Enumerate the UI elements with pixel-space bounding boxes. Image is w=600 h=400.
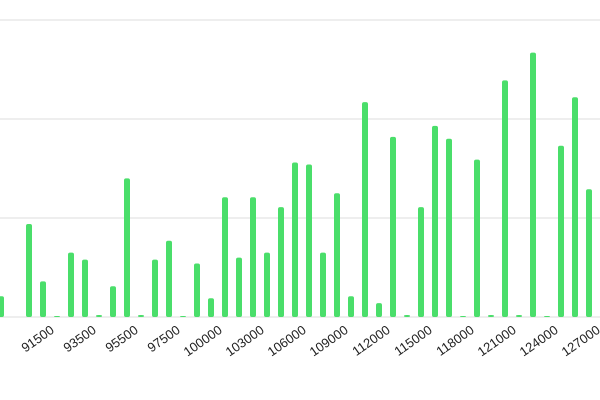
bar xyxy=(586,189,592,317)
bar xyxy=(236,257,242,317)
x-tick-label: 118000 xyxy=(433,322,476,359)
x-tick-label: 91500 xyxy=(18,322,56,355)
bar xyxy=(180,316,186,317)
bar xyxy=(222,197,228,317)
bar xyxy=(530,52,536,318)
bar xyxy=(292,162,298,317)
x-tick-label: 93500 xyxy=(60,322,98,355)
x-tick-label: 106000 xyxy=(265,322,309,359)
bar xyxy=(362,102,368,317)
bar xyxy=(446,138,452,317)
bar xyxy=(474,159,480,317)
bar xyxy=(68,252,74,317)
bar xyxy=(194,263,200,317)
bar xyxy=(54,316,60,317)
bar xyxy=(558,145,564,317)
bar xyxy=(376,303,382,317)
x-tick-label: 115000 xyxy=(391,322,434,359)
bar xyxy=(0,296,4,317)
bar xyxy=(432,125,438,318)
bar xyxy=(418,207,424,317)
bar xyxy=(152,259,158,317)
x-tick-label: 121000 xyxy=(475,322,519,359)
x-tick-label: 109000 xyxy=(307,322,351,359)
bar xyxy=(306,164,312,317)
bar xyxy=(544,316,550,317)
bar xyxy=(138,315,144,317)
x-tick-label: 97500 xyxy=(144,322,182,355)
bar xyxy=(278,207,284,317)
x-tick-label: 124000 xyxy=(517,322,561,359)
bar xyxy=(390,136,396,317)
x-tick-label: 103000 xyxy=(223,322,267,359)
x-tick-label: 95500 xyxy=(102,322,140,355)
bar xyxy=(572,97,578,317)
bar xyxy=(82,259,88,317)
bar xyxy=(502,80,508,317)
x-tick-label: 100000 xyxy=(181,322,225,359)
x-tick-label: 112000 xyxy=(349,322,392,359)
bar xyxy=(166,240,172,317)
bar xyxy=(404,315,410,317)
bar xyxy=(264,252,270,317)
bar xyxy=(40,281,46,317)
bar xyxy=(124,178,130,317)
bar xyxy=(348,296,354,317)
bar xyxy=(334,193,340,317)
bar xyxy=(208,298,214,317)
bar xyxy=(320,252,326,317)
bar xyxy=(460,316,466,317)
bar xyxy=(110,286,116,317)
x-tick-label: 127000 xyxy=(559,322,600,359)
bar xyxy=(250,197,256,317)
bar xyxy=(26,223,32,317)
bar xyxy=(488,315,494,317)
bar xyxy=(96,315,102,317)
bar xyxy=(516,315,522,317)
